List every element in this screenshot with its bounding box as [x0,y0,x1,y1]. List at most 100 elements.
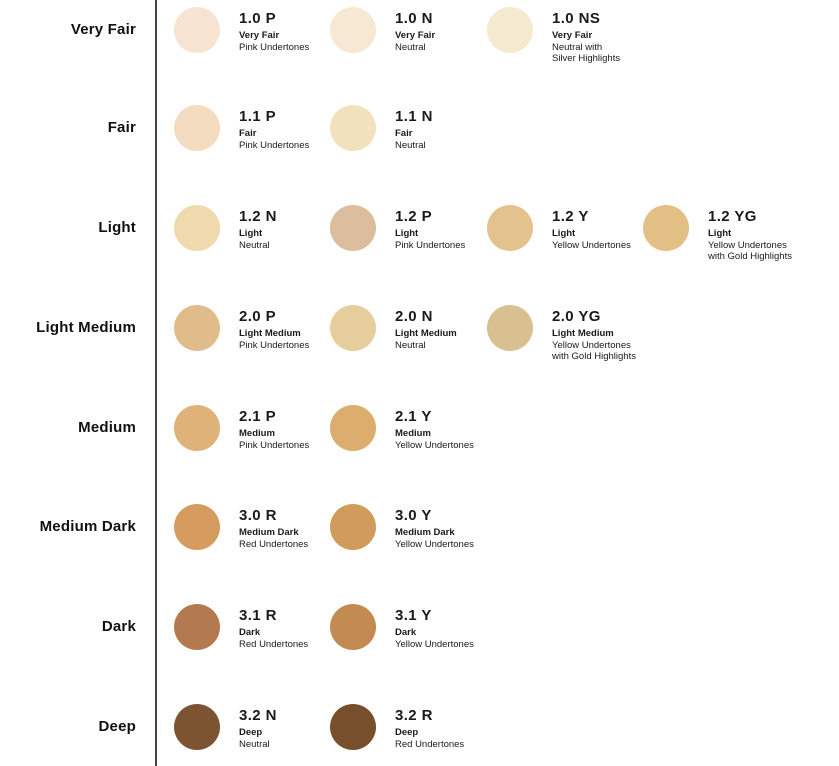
shade-swatch-circle [330,504,376,550]
shade-swatch-circle [174,305,220,351]
shade-name: Dark [395,627,417,638]
shade-code: 2.0 P [239,308,277,325]
shade-name: Medium Dark [395,527,455,538]
shade-info: 3.1 Y Dark Yellow Undertones [395,604,513,650]
shade-swatch-circle [330,205,376,251]
shade-swatch-circle [174,604,220,650]
shade-swatch-circle [330,105,376,151]
shade-cell: 1.0 NS Very Fair Neutral with Silver Highl… [487,7,670,65]
shade-undertone: Yellow Undertones with Gold Highlights [708,239,792,263]
shade-name: Light Medium [239,328,301,339]
shade-cell: 1.2 YG Light Yellow Undertones with Gold H… [643,205,826,263]
shade-cell: 3.1 Y Dark Yellow Undertones [330,604,513,650]
shade-name: Light [708,228,732,239]
shade-cell: 1.2 N Light Neutral [174,205,357,251]
shade-name: Deep [239,727,263,738]
shade-code: 1.0 N [395,10,433,27]
shade-name: Deep [395,727,419,738]
shade-undertone: Yellow Undertones [395,439,474,451]
row-label-medium-dark: Medium Dark [39,518,136,535]
row-label-light: Light [98,219,136,236]
shade-cell: 1.0 N Very Fair Neutral [330,7,513,53]
shade-swatch-circle [487,7,533,53]
shade-info: 2.1 P Medium Pink Undertones [239,405,357,451]
shade-name: Light [395,228,419,239]
shade-cell: 2.1 Y Medium Yellow Undertones [330,405,513,451]
shade-code: 3.2 R [395,707,433,724]
shade-cell: 1.2 Y Light Yellow Undertones [487,205,670,251]
row-label-very-fair: Very Fair [70,21,136,38]
row-label-light-medium: Light Medium [36,319,136,336]
shade-info: 1.2 YG Light Yellow Undertones with Gold H… [708,205,826,263]
shade-name: Very Fair [239,30,280,41]
shade-info: 3.0 R Medium Dark Red Undertones [239,504,357,550]
shade-name: Medium [239,428,275,439]
shade-cell: 3.1 R Dark Red Undertones [174,604,357,650]
shade-undertone: Pink Undertones [395,239,466,251]
shade-info: 3.2 N Deep Neutral [239,704,357,750]
shade-name: Light [552,228,576,239]
shade-undertone: Neutral [239,738,270,750]
shade-name: Medium [395,428,431,439]
shade-info: 2.0 YG Light Medium Yellow Undertones with… [552,305,670,363]
shade-code: 2.1 P [239,408,277,425]
shade-undertone: Yellow Undertones with Gold Highlights [552,339,636,363]
shade-cell: 1.1 P Fair Pink Undertones [174,105,357,151]
shade-undertone: Red Undertones [239,538,309,550]
shade-swatch-circle [174,105,220,151]
shade-info: 2.1 Y Medium Yellow Undertones [395,405,513,451]
shade-undertone: Neutral with Silver Highlights [552,41,621,65]
shade-cell: 3.2 N Deep Neutral [174,704,357,750]
row-label-dark: Dark [101,618,136,635]
shade-swatch-circle [174,7,220,53]
shade-code: 3.1 R [239,607,277,624]
shade-info: 1.1 N Fair Neutral [395,105,513,151]
shade-code: 2.1 Y [395,408,432,425]
shade-swatch-circle [174,504,220,550]
shade-swatch-circle [330,405,376,451]
shade-undertone: Yellow Undertones [395,538,474,550]
shade-undertone: Yellow Undertones [552,239,631,251]
shade-info: 1.0 P Very Fair Pink Undertones [239,7,357,53]
shade-code: 1.2 N [239,208,277,225]
shade-undertone: Neutral [395,139,426,151]
shade-swatch-circle [330,604,376,650]
shade-undertone: Yellow Undertones [395,638,474,650]
shade-cell: 1.1 N Fair Neutral [330,105,513,151]
shade-cell: 2.1 P Medium Pink Undertones [174,405,357,451]
shade-undertone: Neutral [395,339,426,351]
shade-code: 1.2 Y [552,208,589,225]
shade-code: 1.0 NS [552,10,601,27]
shade-name: Dark [239,627,261,638]
row-label-deep: Deep [98,718,136,735]
shade-swatch-circle [330,704,376,750]
shade-info: 1.2 N Light Neutral [239,205,357,251]
shade-cell: 1.0 P Very Fair Pink Undertones [174,7,357,53]
shade-name: Light [239,228,263,239]
shade-code: 1.1 N [395,108,433,125]
shade-cell: 3.0 Y Medium Dark Yellow Undertones [330,504,513,550]
shade-swatch-circle [643,205,689,251]
shade-info: 1.1 P Fair Pink Undertones [239,105,357,151]
shade-cell: 2.0 N Light Medium Neutral [330,305,513,351]
shade-info: 1.0 NS Very Fair Neutral with Silver Highl… [552,7,670,65]
shade-name: Fair [395,128,413,139]
shade-code: 3.1 Y [395,607,432,624]
divider-line [155,0,157,766]
shade-code: 1.1 P [239,108,277,125]
shade-swatch-circle [487,205,533,251]
shade-code: 3.0 R [239,507,277,524]
shade-name: Light Medium [552,328,614,339]
shade-undertone: Red Undertones [239,638,309,650]
shade-name: Very Fair [395,30,436,41]
shade-code: 2.0 N [395,308,433,325]
shade-code: 1.2 YG [708,208,757,225]
shade-code: 3.2 N [239,707,277,724]
shade-name: Fair [239,128,257,139]
shade-swatch-circle [330,7,376,53]
shade-undertone: Pink Undertones [239,139,310,151]
shade-undertone: Neutral [395,41,426,53]
shade-undertone: Red Undertones [395,738,465,750]
shade-swatch-circle [487,305,533,351]
